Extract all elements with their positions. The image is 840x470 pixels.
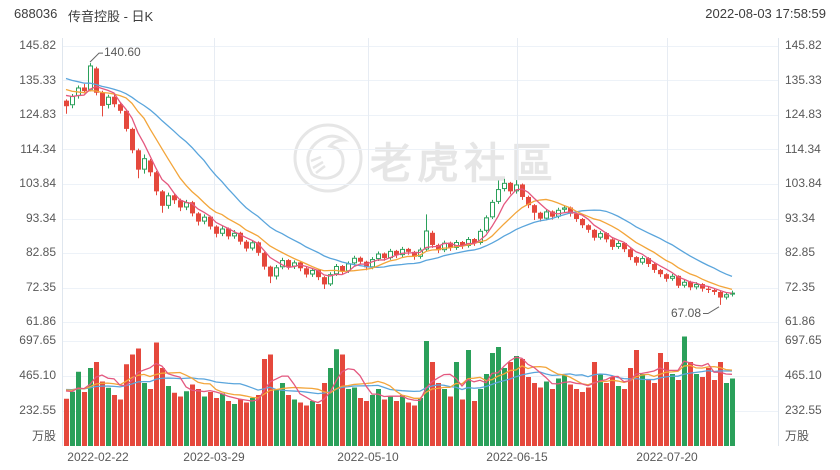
price-tick-label: 135.33 [19, 73, 56, 87]
price-tick-label: 103.84 [785, 176, 822, 190]
price-tick-label: 93.34 [25, 211, 56, 225]
date-tick-label: 2022-07-20 [636, 450, 698, 464]
price-tick-label: 93.34 [785, 211, 816, 225]
price-tick-label: 114.34 [785, 142, 821, 156]
price-tick-label: 103.84 [19, 176, 56, 190]
date-tick-label: 2022-06-15 [486, 450, 548, 464]
price-tick-label: 72.35 [25, 280, 56, 294]
price-tick-label: 82.85 [25, 245, 56, 259]
price-tick-label: 114.34 [20, 142, 56, 156]
price-tick-label: 82.85 [785, 245, 816, 259]
price-tick-label: 124.83 [785, 107, 822, 121]
price-tick-label: 124.83 [19, 107, 56, 121]
date-tick-label: 2022-03-29 [183, 450, 245, 464]
price-tick-label: 135.33 [785, 73, 822, 87]
volume-unit-label: 万股 [31, 429, 56, 443]
price-tick-label: 72.35 [785, 280, 816, 294]
price-tick-label: 61.86 [785, 314, 816, 328]
price-tick-label: 61.86 [25, 314, 56, 328]
volume-tick-label: 232.55 [785, 403, 822, 417]
volume-tick-label: 697.65 [19, 333, 56, 347]
volume-tick-label: 232.55 [19, 403, 56, 417]
volume-tick-label: 465.10 [785, 368, 822, 382]
date-tick-label: 2022-05-10 [337, 450, 399, 464]
volume-tick-label: 465.10 [19, 368, 56, 382]
date-tick-label: 2022-02-22 [67, 450, 129, 464]
low-price-annotation: 67.08 [670, 306, 701, 320]
volume-unit-label: 万股 [785, 429, 810, 443]
volume-tick-label: 697.65 [785, 333, 822, 347]
high-price-annotation: 140.60 [104, 45, 141, 59]
price-tick-label: 145.82 [785, 38, 822, 52]
price-tick-label: 145.82 [19, 38, 56, 52]
